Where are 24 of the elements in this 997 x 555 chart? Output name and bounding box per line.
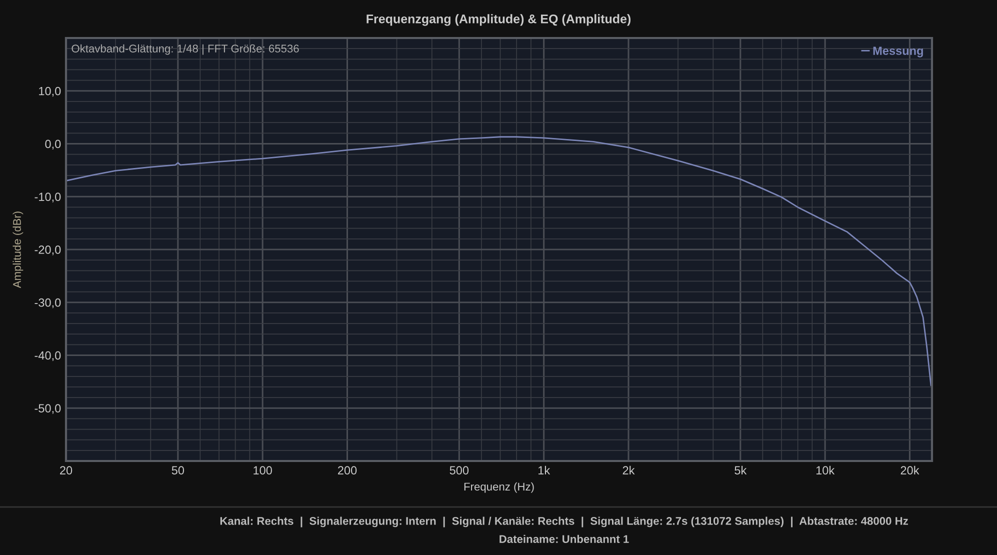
text: Dateiname: Unbenannt 1 [500, 534, 629, 543]
y-tick-label: 10,0 [39, 86, 61, 97]
y-tick-label: -30,0 [34, 298, 61, 308]
x-tick-label: 5k [734, 466, 747, 475]
text: Kanal: Rechts | Signalerzeugung: Intern | Signal / Kanäle: Rechts | Signal Länge: 2.7s (131072 Samples) | Abtastrate: 48000 Hz [220, 516, 908, 528]
y-tick-label: -50,0 [34, 404, 61, 414]
y-tick-label: -40,0 [34, 351, 61, 362]
chart-title: Frequenzgang (Amplitude) & EQ (Amplitude) [366, 14, 631, 26]
x-tick-label: 50 [172, 466, 184, 475]
x-tick-label: 200 [338, 466, 357, 475]
y-axis-title: Amplitude (dBr) [12, 212, 24, 288]
x-tick-label: 2k [622, 466, 635, 474]
x-tick-label: 1k [538, 466, 550, 474]
x-axis-title: Frequenz (Hz) [464, 482, 534, 493]
y-tick-label: -10,0 [34, 192, 61, 202]
x-tick-label: 500 [450, 466, 469, 475]
x-tick-label: 100 [254, 466, 272, 475]
y-tick-label: -20,0 [34, 246, 61, 256]
x-tick-label: 20k [900, 466, 920, 475]
y-tick-label: 0,0 [45, 140, 61, 150]
annotation: Oktavband-Glättung: 1/48 | FFT Größe: 65536 [72, 44, 299, 55]
x-tick-label: 20 [60, 466, 72, 475]
legend-label: Messung [873, 46, 923, 58]
x-tick-label: 10k [816, 466, 835, 475]
